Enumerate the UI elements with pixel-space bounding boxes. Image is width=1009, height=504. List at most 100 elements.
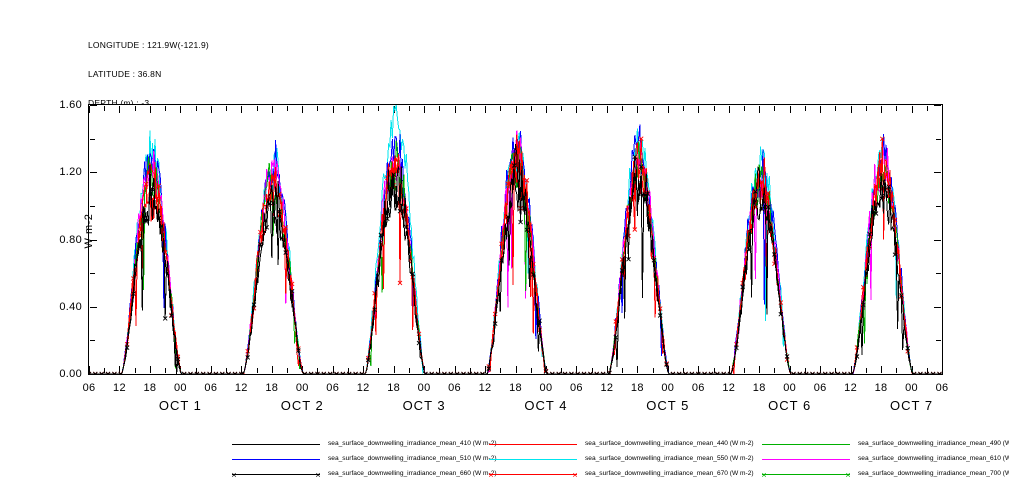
x-tick-label: 06 — [691, 382, 705, 394]
x-tick — [850, 106, 852, 113]
x-tick-label: 06 — [448, 382, 461, 394]
x-tick — [804, 106, 806, 111]
series-marker — [607, 370, 612, 374]
x-tick-label: 06 — [82, 382, 96, 394]
series-marker — [543, 369, 549, 374]
y-tick — [90, 172, 97, 174]
x-tick — [926, 368, 928, 373]
series-marker — [143, 219, 149, 224]
series-marker — [156, 215, 162, 221]
x-tick — [180, 106, 182, 113]
series-marker — [397, 208, 403, 214]
y-tick-label: 0.40 — [59, 300, 82, 313]
legend-swatch — [232, 452, 320, 468]
y-tick — [934, 374, 941, 375]
legend-swatch: ×× — [761, 467, 850, 483]
series-marker — [835, 371, 841, 374]
legend-line — [232, 459, 320, 461]
series-marker — [632, 227, 638, 232]
series-marker — [676, 371, 682, 374]
series-marker — [238, 371, 244, 374]
x-tick — [942, 106, 943, 113]
x-tick — [865, 106, 867, 111]
plot-frame: W m-2 0.00 0.40 0.80 1.20 1.60 06 12 18 00 06 12 1… — [59, 99, 948, 413]
x-tick — [134, 368, 136, 373]
series-marker — [251, 302, 257, 308]
series-marker — [321, 371, 327, 374]
legend-line — [232, 474, 320, 476]
x-tick — [728, 366, 730, 373]
y-tick-label: 0.00 — [59, 368, 82, 380]
x-tick — [347, 368, 349, 373]
x-tick — [439, 106, 441, 111]
series-marker — [486, 366, 492, 371]
series-marker — [511, 163, 517, 168]
series-marker — [530, 272, 536, 277]
x-tick — [302, 106, 304, 113]
series-marker — [264, 224, 270, 230]
series-line — [89, 130, 942, 374]
x-tick — [820, 366, 822, 373]
series-marker — [524, 227, 530, 233]
x-tick — [652, 368, 654, 373]
x-tick — [774, 106, 776, 111]
series-marker — [334, 371, 339, 374]
x-tick-label: 18 — [630, 382, 644, 394]
x-tick-label: 18 — [509, 382, 522, 394]
y-tick — [90, 340, 95, 342]
series-marker — [492, 321, 498, 327]
x-tick — [759, 366, 761, 373]
y-tick — [936, 273, 941, 275]
series-marker — [848, 371, 853, 374]
x-tick — [347, 106, 349, 111]
series-marker — [505, 214, 511, 220]
y-tick-label: 1.20 — [59, 166, 82, 179]
x-tick — [942, 366, 943, 373]
series-line — [89, 143, 942, 374]
series-marker — [791, 371, 796, 374]
series-marker — [118, 371, 124, 374]
x-tick-label: 12 — [844, 382, 858, 394]
x-tick — [896, 106, 898, 111]
series-marker — [175, 356, 181, 362]
series-marker — [632, 154, 638, 160]
x-tick — [576, 366, 578, 373]
series-marker — [99, 371, 105, 374]
series-marker — [753, 189, 758, 194]
x-tick-label: 00 — [417, 382, 431, 394]
y-tick — [934, 239, 941, 241]
series-marker — [124, 345, 130, 351]
plot-area — [89, 105, 942, 374]
series-marker — [461, 371, 466, 374]
legend-label: sea_surface_downwelling_irradiance_mean_… — [858, 440, 1009, 447]
series-line — [89, 159, 942, 374]
series-marker — [797, 371, 803, 374]
legend-line — [232, 444, 320, 446]
series-marker — [879, 193, 885, 199]
legend-label: sea_surface_downwelling_irradiance_mean_… — [858, 455, 1009, 462]
x-tick-label: 00 — [661, 382, 675, 394]
legend-label: sea_surface_downwelling_irradiance_mean_… — [585, 440, 754, 447]
series-marker — [137, 244, 143, 250]
x-tick — [698, 366, 700, 373]
series-marker — [359, 371, 365, 374]
series-marker — [181, 371, 187, 374]
x-tick — [606, 366, 608, 373]
series-marker — [619, 268, 625, 273]
y-tick — [90, 239, 97, 241]
x-tick — [256, 106, 258, 111]
series-marker — [296, 348, 301, 353]
x-tick — [561, 368, 563, 373]
legend-line — [762, 444, 850, 446]
series-marker — [283, 225, 289, 230]
y-tick — [934, 306, 941, 308]
series-marker — [714, 371, 720, 374]
y-tick — [90, 138, 95, 140]
x-tick — [469, 368, 471, 373]
series-marker — [759, 206, 765, 212]
series-marker — [499, 258, 504, 263]
series-marker — [213, 371, 219, 374]
x-tick — [149, 366, 151, 373]
x-tick — [835, 106, 837, 111]
x-tick — [363, 106, 365, 113]
